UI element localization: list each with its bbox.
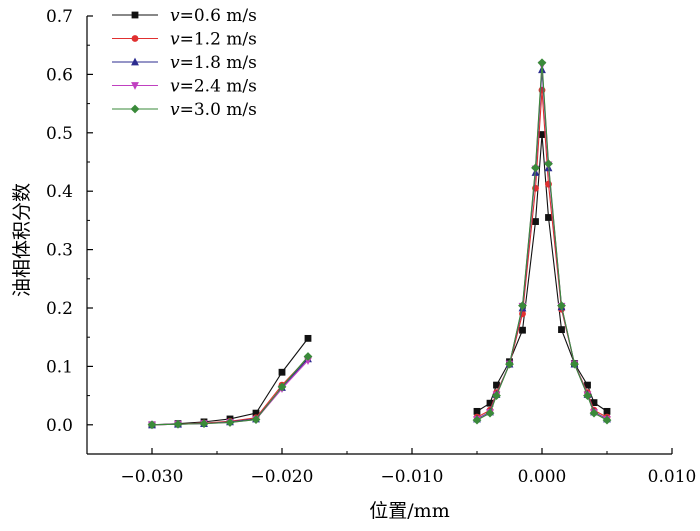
legend-item: v=1.8 m/s — [112, 53, 257, 73]
legend-label-variable: v — [170, 77, 180, 97]
legend-label: v=1.8 m/s — [170, 53, 257, 73]
legend-label-variable: v — [170, 6, 180, 26]
x-axis-title: 位置/mm — [369, 500, 449, 522]
legend-marker — [131, 82, 139, 90]
data-point — [583, 391, 592, 400]
legend-item: v=3.0 m/s — [112, 100, 257, 120]
x-tick-label: −0.010 — [381, 467, 444, 487]
data-point — [602, 415, 612, 425]
data-point — [473, 407, 481, 415]
legend-label-variable: v — [170, 100, 180, 120]
series-line — [476, 69, 608, 420]
data-point — [173, 419, 183, 429]
x-tick-label: −0.030 — [121, 467, 184, 487]
data-point — [225, 418, 235, 427]
y-tick-label: 0.3 — [46, 241, 73, 261]
data-point — [472, 415, 482, 425]
series-line — [476, 134, 608, 412]
y-tick-label: 0.1 — [46, 357, 73, 377]
legend-label: v=2.4 m/s — [170, 77, 257, 97]
legend-label-value: =0.6 m/s — [180, 6, 257, 26]
data-point — [544, 159, 553, 169]
series-layer — [147, 58, 612, 430]
series-5 — [147, 58, 612, 430]
data-point — [590, 399, 598, 407]
legend-label-variable: v — [170, 53, 180, 73]
data-point — [531, 163, 540, 173]
legend-marker — [131, 11, 139, 19]
data-point — [519, 326, 526, 334]
legend-label-value: =1.8 m/s — [180, 53, 257, 73]
y-axis-title: 油相体积分数 — [11, 183, 33, 297]
data-point — [278, 368, 286, 376]
data-point — [199, 419, 209, 429]
data-point — [252, 409, 260, 417]
y-tick-label: 0.2 — [46, 299, 73, 319]
legend-label: v=0.6 m/s — [170, 6, 257, 26]
legend-item: v=2.4 m/s — [112, 77, 257, 97]
y-tick-label: 0.0 — [46, 416, 73, 436]
legend: v=0.6 m/sv=1.2 m/sv=1.8 m/sv=2.4 m/sv=3.… — [112, 6, 257, 120]
series-2 — [148, 86, 611, 429]
y-tick-label: 0.5 — [46, 124, 73, 144]
x-tick-label: 0.000 — [518, 467, 567, 487]
legend-item: v=1.2 m/s — [112, 30, 257, 50]
data-point — [570, 359, 579, 369]
data-point — [603, 407, 611, 415]
y-tick-label: 0.4 — [46, 182, 73, 202]
legend-marker — [131, 57, 139, 66]
legend-marker — [131, 35, 139, 42]
legend-item: v=0.6 m/s — [112, 6, 257, 26]
data-point — [486, 399, 494, 407]
series-line — [476, 62, 608, 421]
data-point — [147, 420, 157, 430]
legend-label-value: =3.0 m/s — [180, 100, 257, 120]
data-point — [505, 359, 514, 369]
data-point — [485, 408, 495, 418]
data-point — [538, 131, 546, 138]
legend-label-value: =2.4 m/s — [180, 77, 257, 97]
series-line — [151, 357, 309, 426]
series-line — [476, 65, 608, 421]
data-point — [545, 214, 552, 221]
x-tick-label: −0.020 — [251, 467, 314, 487]
data-point — [304, 334, 312, 342]
data-point — [518, 301, 527, 311]
legend-label: v=3.0 m/s — [170, 100, 257, 120]
legend-label-value: =1.2 m/s — [180, 30, 257, 50]
y-tick-label: 0.7 — [46, 7, 73, 27]
data-point — [558, 326, 565, 334]
data-point — [492, 391, 501, 400]
data-point — [532, 218, 539, 225]
data-point — [277, 382, 287, 392]
data-point — [589, 408, 599, 418]
legend-label-variable: v — [170, 30, 180, 50]
x-tick-label: 0.010 — [648, 467, 697, 487]
data-point — [537, 58, 547, 68]
data-point — [557, 301, 566, 311]
legend-label: v=1.2 m/s — [170, 30, 257, 50]
y-tick-label: 0.6 — [46, 65, 73, 85]
series-1 — [148, 131, 611, 429]
legend-marker — [130, 104, 140, 114]
data-point — [584, 381, 591, 389]
data-point — [251, 415, 261, 424]
axes: −0.030 −0.020 −0.010 0.000 0.010 0.0 0.1 0.2 0.3… — [46, 7, 696, 487]
data-point — [493, 381, 500, 389]
data-point — [303, 352, 313, 361]
